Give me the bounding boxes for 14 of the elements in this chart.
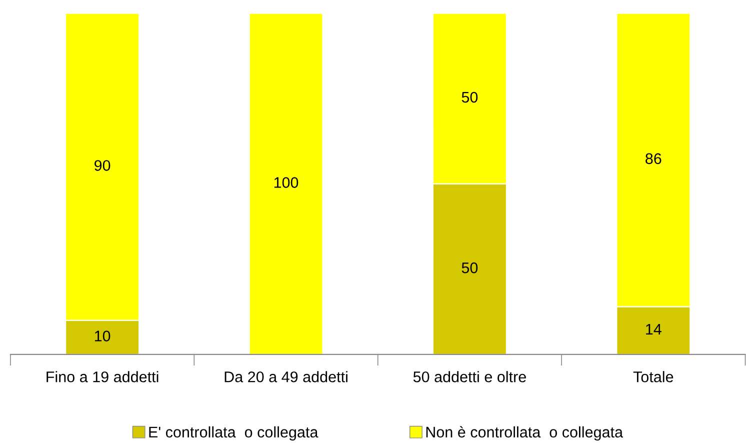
data-label: 50 xyxy=(462,262,478,274)
x-tick-label: Da 20 a 49 addetti xyxy=(224,371,348,382)
legend-label: E' controllata o collegata xyxy=(149,426,318,441)
x-tick-label: Totale xyxy=(633,371,674,382)
data-label: 90 xyxy=(94,160,110,171)
data-label: 100 xyxy=(274,177,298,188)
legend-label: Non è controllata o collegata xyxy=(426,426,624,441)
data-label: 14 xyxy=(646,324,662,334)
data-label: 10 xyxy=(94,330,110,342)
data-label: 86 xyxy=(646,153,662,164)
bar xyxy=(248,13,324,354)
data-label: 50 xyxy=(462,92,478,103)
x-tick-label: 50 addetti e oltre xyxy=(413,371,526,382)
x-tick-label: Fino a 19 addetti xyxy=(46,371,158,382)
